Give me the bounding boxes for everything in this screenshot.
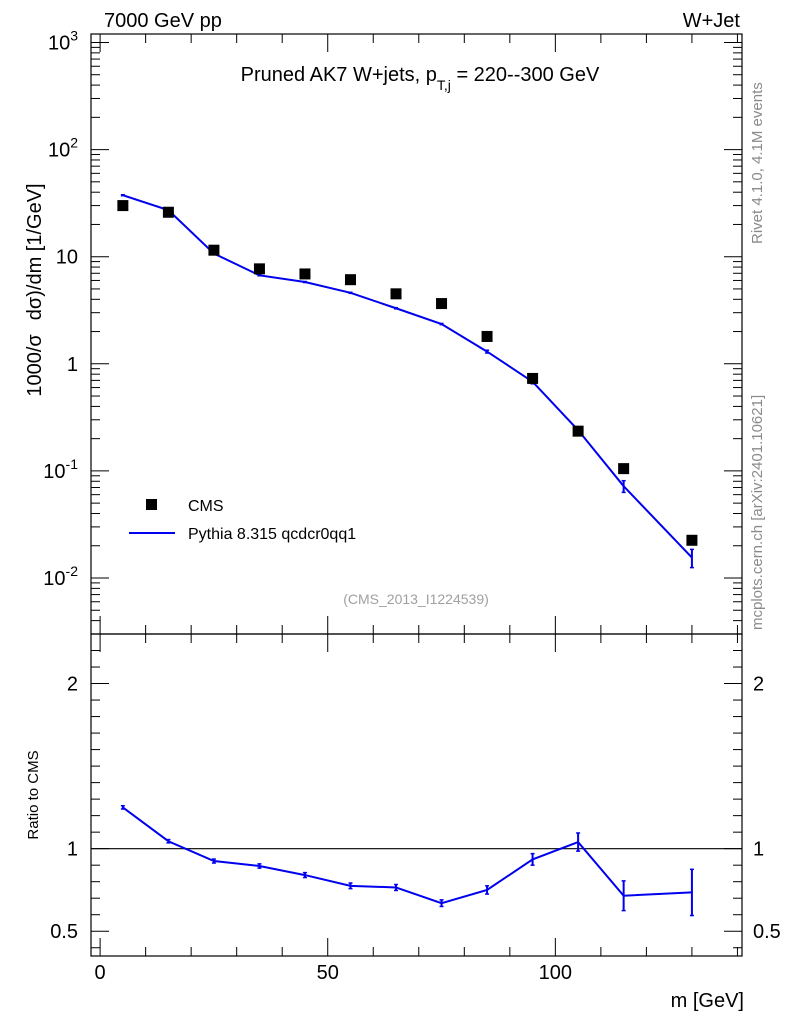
- legend-marker-cms: [146, 499, 157, 510]
- ratio-y-tick-label: 1: [67, 839, 78, 861]
- x-axis-label: m [GeV]: [671, 990, 744, 1012]
- main-y-tick-label-base: 10: [43, 461, 65, 483]
- main-data-point: [390, 288, 402, 300]
- main-y-axis-label-mid: dσ: [24, 296, 46, 320]
- main-y-tick-label-exponent: 2: [70, 135, 78, 151]
- main-data-point: [436, 298, 448, 310]
- main-y-tick-label-base: 10: [48, 32, 70, 54]
- legend-label-cms: CMS: [188, 498, 224, 515]
- main-y-axis-label-prefix: 1000/σ: [24, 334, 46, 397]
- main-y-tick-label-base: 10: [56, 247, 78, 269]
- ratio-mc-line: [122, 806, 692, 905]
- main-y-tick-label: 102: [48, 135, 78, 162]
- main-data-point: [481, 330, 493, 342]
- main-y-axis-label-suffix: )/dm [1/GeV]: [24, 183, 46, 296]
- main-y-tick-label-base: 10: [43, 568, 65, 590]
- main-y-tick-label-exponent: 3: [70, 27, 78, 43]
- x-tick-label: 100: [539, 962, 572, 984]
- main-y-tick-label: 10-2: [43, 563, 78, 590]
- main-data-point: [299, 268, 311, 280]
- legend: CMS Pythia 8.315 qcdcr0qq1: [129, 498, 356, 543]
- main-y-axis-label: 1000/σ dσ)/dm [1/GeV]: [24, 183, 46, 396]
- main-y-tick-label-exponent: -1: [66, 456, 79, 472]
- header-left: 7000 GeV pp: [104, 10, 222, 32]
- main-y-tick-label-base: 1: [67, 354, 78, 376]
- main-title: Pruned AK7 W+jets, pT,j = 220--300 GeV: [241, 64, 600, 93]
- main-y-tick-label: 103: [48, 27, 78, 54]
- main-data-point: [162, 206, 174, 218]
- rivet-version-label: Rivet 4.1.0, 4.1M events: [749, 82, 766, 244]
- main-data-point: [253, 263, 265, 275]
- ratio-axis-ticks: [91, 634, 742, 956]
- header-right: W+Jet: [683, 10, 741, 32]
- ratio-y-tick-label: 0.5: [50, 921, 78, 943]
- main-data-point: [344, 274, 356, 286]
- ratio-x-tick-labels: 0 50 100: [95, 962, 572, 984]
- main-title-text: Pruned AK7 W+jets, p: [241, 64, 437, 86]
- main-title-rest: = 220--300 GeV: [451, 64, 600, 86]
- x-tick-label: 50: [317, 962, 339, 984]
- ratio-mc-series: [120, 804, 694, 917]
- main-y-tick-label: 10: [56, 247, 78, 269]
- main-y-tick-label-exponent: -2: [66, 563, 79, 579]
- ratio-y-tick-label-right: 0.5: [753, 921, 781, 943]
- ratio-y-tick-label: 2: [67, 674, 78, 696]
- main-data-point: [618, 463, 630, 475]
- ratio-y-axis-label: Ratio to CMS: [25, 750, 42, 839]
- mcplots-label: mcplots.cern.ch [arXiv:2401.10621]: [749, 395, 766, 630]
- main-y-tick-label-base: 10: [48, 140, 70, 162]
- ratio-panel-frame: [90, 633, 743, 957]
- ratio-y-tick-label-right: 2: [753, 674, 764, 696]
- main-data-point: [527, 372, 539, 384]
- main-data-point: [117, 200, 129, 212]
- analysis-id-watermark: (CMS_2013_I1224539): [343, 591, 489, 607]
- main-y-tick-label: 10-1: [43, 456, 78, 483]
- legend-label-pythia: Pythia 8.315 qcdcr0qq1: [188, 526, 356, 543]
- ratio-y-tick-labels: 0.5 0.5 1 1 2 2: [50, 674, 781, 944]
- main-data-series: [117, 200, 698, 546]
- main-title-subscript: T,j: [437, 77, 451, 93]
- x-tick-label: 0: [95, 962, 106, 984]
- main-y-tick-label: 1: [67, 354, 78, 376]
- main-data-point: [208, 244, 220, 256]
- main-panel-frame: [90, 33, 743, 635]
- main-data-point: [686, 534, 698, 546]
- main-data-point: [572, 425, 584, 437]
- main-axis-ticks: [91, 34, 742, 635]
- ratio-y-tick-label-right: 1: [753, 839, 764, 861]
